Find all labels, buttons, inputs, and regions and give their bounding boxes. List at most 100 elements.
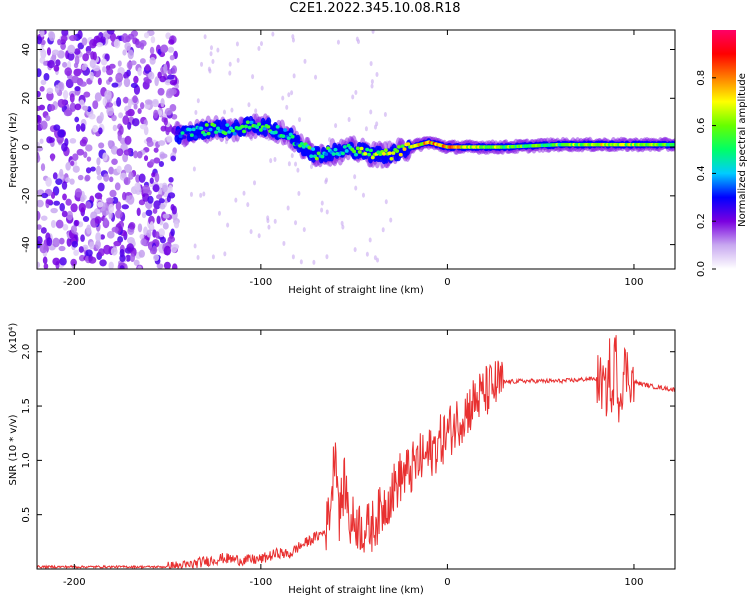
noise-blob xyxy=(73,62,79,69)
spectrogram-x-ticks: -200 -100 0 100 xyxy=(63,30,644,288)
noise-blob xyxy=(55,219,64,229)
noise-blob xyxy=(126,243,134,252)
noise-blob xyxy=(40,163,46,172)
noise-blob xyxy=(169,54,175,61)
trace-core xyxy=(232,131,237,136)
noise-streak xyxy=(202,191,206,197)
spectrogram-frame xyxy=(36,29,676,270)
noise-blob xyxy=(80,234,85,242)
noise-blob xyxy=(50,219,56,228)
trace-core xyxy=(402,147,407,151)
noise-blob xyxy=(168,88,177,95)
trace-core xyxy=(189,133,194,138)
noise-blob xyxy=(94,92,102,102)
noise-blob xyxy=(106,106,114,117)
noise-blob xyxy=(162,222,169,230)
noise-blob xyxy=(108,63,116,69)
noise-blob xyxy=(40,227,47,234)
noise-blob xyxy=(50,207,58,214)
noise-blob xyxy=(75,68,83,75)
noise-streak xyxy=(354,185,358,191)
noise-blob xyxy=(37,235,43,245)
noise-blob xyxy=(112,124,118,132)
noise-blob xyxy=(106,68,114,76)
noise-blob xyxy=(48,104,56,112)
noise-blob xyxy=(39,85,45,92)
noise-blob xyxy=(110,247,118,256)
noise-streak xyxy=(290,153,294,159)
noise-blob xyxy=(127,49,134,60)
noise-blob xyxy=(53,200,61,206)
trace-core xyxy=(342,145,347,149)
trace-core xyxy=(223,131,228,136)
noise-blob xyxy=(67,44,76,55)
noise-blob xyxy=(121,33,129,43)
noise-blob xyxy=(133,103,138,110)
noise-blob xyxy=(168,176,174,183)
trace-core xyxy=(363,152,368,156)
noise-blob xyxy=(77,42,85,50)
noise-blob xyxy=(63,109,72,117)
noise-streak xyxy=(196,255,200,261)
trace-core xyxy=(204,123,209,127)
noise-blob xyxy=(86,224,92,235)
noise-blob xyxy=(86,156,92,162)
noise-blob xyxy=(66,210,74,221)
snr-line xyxy=(37,335,675,569)
noise-blob xyxy=(76,148,85,156)
trace-core xyxy=(178,134,183,138)
noise-blob xyxy=(58,245,66,252)
noise-blob xyxy=(141,211,147,219)
noise-blob xyxy=(159,203,166,210)
noise-blob xyxy=(133,75,139,84)
noise-blob xyxy=(65,198,72,206)
noise-blob xyxy=(108,203,115,214)
noise-blob xyxy=(85,144,93,152)
noise-blob xyxy=(59,257,67,266)
colorbar-label: Normalized spectral amplitude xyxy=(737,73,748,227)
noise-blob xyxy=(163,117,168,126)
noise-blob xyxy=(78,246,84,253)
noise-streak xyxy=(340,220,344,226)
noise-streak xyxy=(203,34,207,40)
noise-blob xyxy=(70,258,77,267)
noise-blob xyxy=(99,36,106,43)
noise-blob xyxy=(155,231,160,239)
noise-blob xyxy=(123,71,129,80)
figure-title: C2E1.2022.345.10.08.R18 xyxy=(289,1,461,16)
colorbar: 0.0 0.2 0.4 0.6 0.8 Normalized spectral ampl… xyxy=(696,30,748,277)
noise-blob xyxy=(113,38,121,49)
noise-streak xyxy=(209,51,213,57)
noise-blob xyxy=(71,240,79,248)
noise-streak xyxy=(254,108,258,114)
noise-streak xyxy=(291,34,295,40)
colorbar-bar xyxy=(712,30,736,269)
noise-blob xyxy=(100,58,108,66)
noise-blob xyxy=(72,165,80,173)
noise-blob xyxy=(167,74,175,80)
noise-blob xyxy=(73,48,81,55)
noise-blob xyxy=(153,157,161,164)
noise-blob xyxy=(101,66,107,73)
snr-frame xyxy=(36,329,676,570)
noise-blob xyxy=(144,99,153,105)
noise-streak xyxy=(336,39,340,45)
noise-streak xyxy=(249,229,253,235)
noise-blob xyxy=(53,64,60,72)
noise-streak xyxy=(192,166,196,172)
noise-blob xyxy=(129,253,136,263)
noise-blob xyxy=(157,71,162,79)
noise-streak xyxy=(211,254,215,260)
noise-blob xyxy=(146,229,152,238)
noise-streak xyxy=(228,61,232,67)
noise-streak xyxy=(369,109,373,115)
trace-core xyxy=(243,124,248,129)
noise-blob xyxy=(61,181,68,190)
noise-blob xyxy=(89,241,95,250)
noise-blob xyxy=(153,200,162,210)
snr-panel: -200 -100 0 100 0.5 1.0 1.5 2.0 Height of stra… xyxy=(8,323,676,596)
noise-blob xyxy=(157,87,165,96)
noise-blob xyxy=(74,103,82,111)
noise-streak xyxy=(236,57,240,63)
trace-core xyxy=(258,128,263,132)
